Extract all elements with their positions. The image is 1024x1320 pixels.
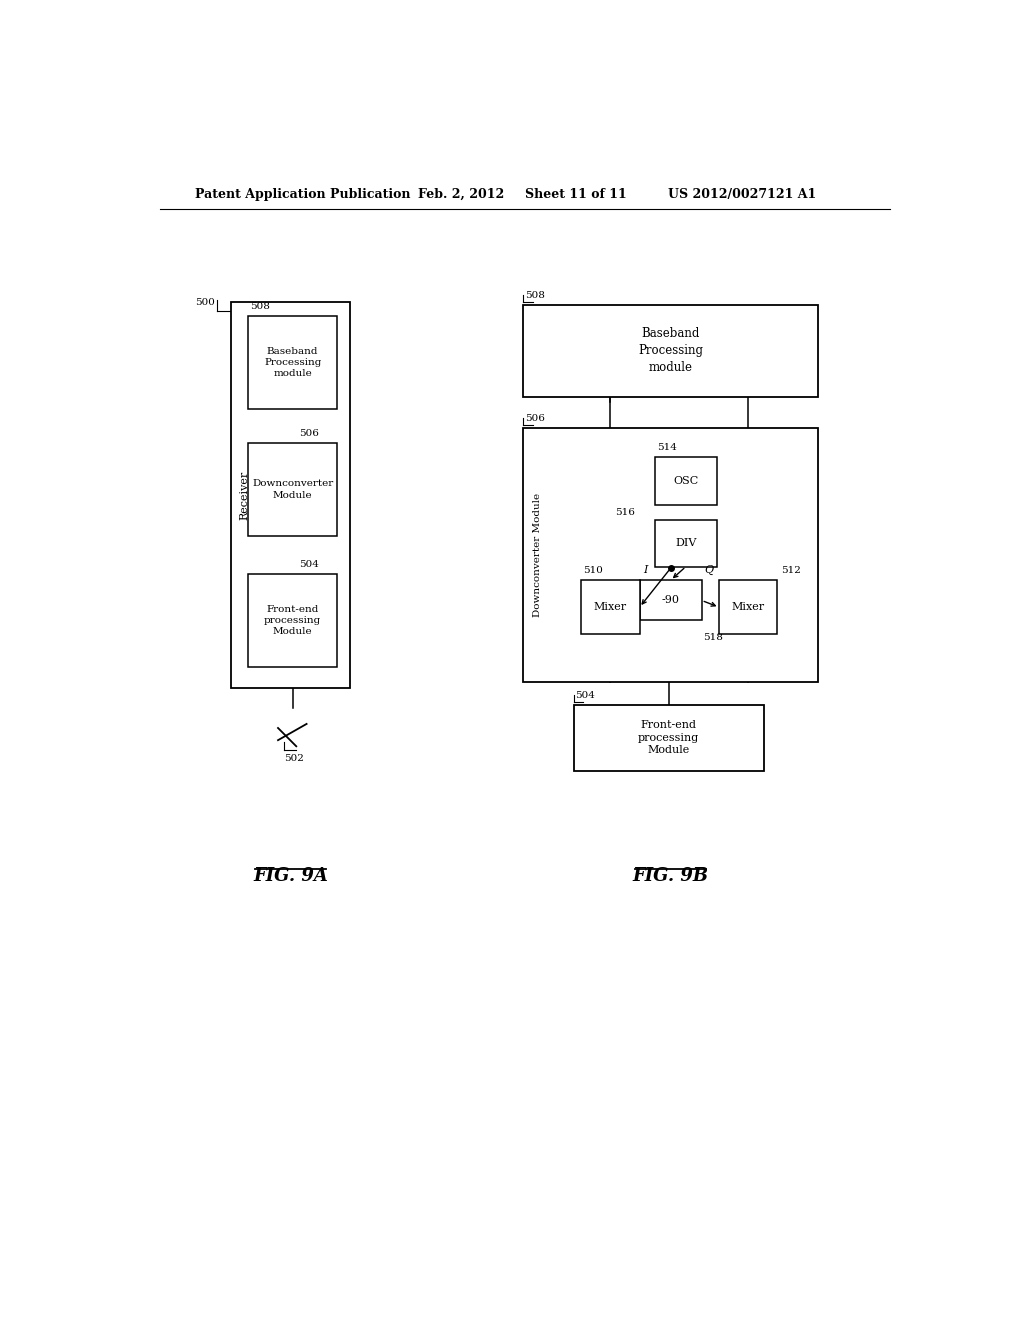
Text: 504: 504 [299, 560, 318, 569]
Text: Sheet 11 of 11: Sheet 11 of 11 [524, 187, 627, 201]
Bar [248, 574, 337, 667]
Bar [582, 581, 640, 635]
Bar [248, 444, 337, 536]
Text: 516: 516 [615, 508, 635, 517]
Text: 514: 514 [656, 444, 677, 451]
Bar [719, 581, 777, 635]
Text: Receiver: Receiver [239, 471, 249, 520]
Text: US 2012/0027121 A1: US 2012/0027121 A1 [668, 187, 816, 201]
Text: 518: 518 [703, 632, 723, 642]
Bar [231, 302, 350, 688]
Text: Patent Application Publication: Patent Application Publication [196, 187, 411, 201]
Text: 506: 506 [525, 413, 545, 422]
Bar [573, 705, 764, 771]
Bar [640, 581, 701, 620]
Text: 510: 510 [583, 566, 603, 576]
Text: Front-end
processing
Module: Front-end processing Module [264, 605, 322, 636]
Text: Feb. 2, 2012: Feb. 2, 2012 [418, 187, 504, 201]
Text: FIG. 9B: FIG. 9B [633, 867, 709, 884]
Text: 500: 500 [196, 298, 215, 308]
Bar [655, 520, 717, 566]
Bar [248, 317, 337, 409]
Text: 506: 506 [299, 429, 318, 438]
Bar [523, 305, 818, 397]
Text: Mixer: Mixer [732, 602, 765, 612]
Text: Q: Q [703, 565, 713, 576]
Text: -90: -90 [662, 595, 680, 606]
Text: Front-end
processing
Module: Front-end processing Module [638, 721, 699, 755]
Text: Downconverter Module: Downconverter Module [532, 492, 542, 616]
Text: 502: 502 [285, 755, 304, 763]
Text: OSC: OSC [674, 477, 698, 486]
Text: Downconverter
Module: Downconverter Module [252, 479, 334, 499]
Text: Baseband
Processing
module: Baseband Processing module [638, 327, 703, 375]
Text: I: I [643, 565, 648, 576]
Bar [655, 457, 717, 506]
Text: 508: 508 [250, 302, 269, 312]
Text: 504: 504 [575, 690, 595, 700]
Text: FIG. 9A: FIG. 9A [253, 867, 328, 884]
Text: Mixer: Mixer [594, 602, 627, 612]
Bar [523, 428, 818, 682]
Text: 508: 508 [525, 290, 545, 300]
Text: DIV: DIV [675, 539, 696, 548]
Text: 512: 512 [781, 566, 802, 576]
Text: Baseband
Processing
module: Baseband Processing module [264, 347, 322, 378]
